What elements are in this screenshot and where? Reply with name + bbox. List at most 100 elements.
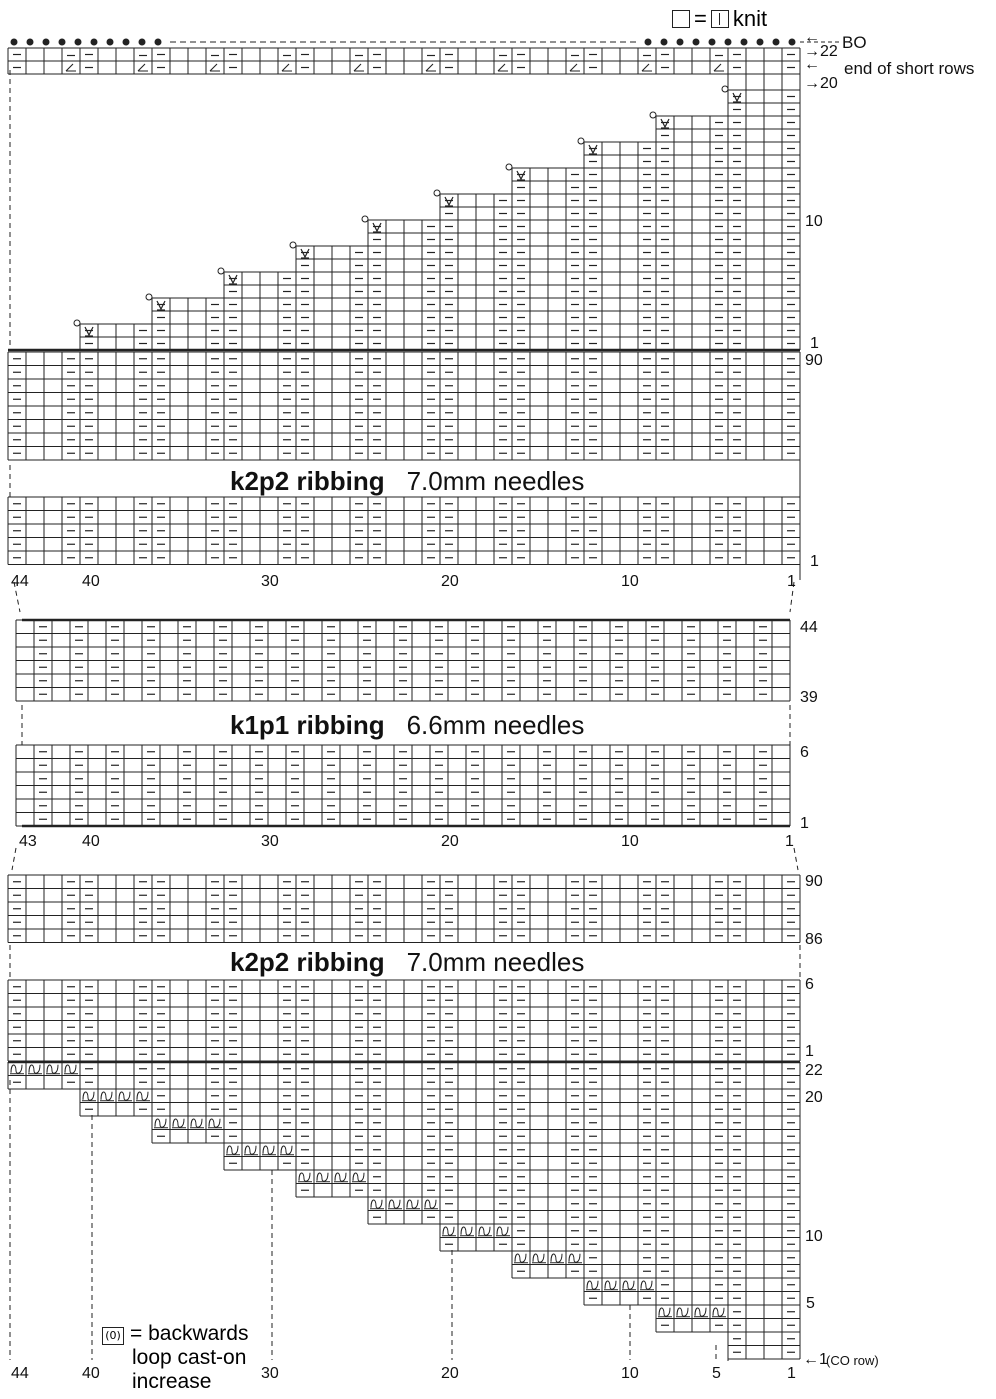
yarnover-circle-icon [721, 85, 729, 93]
col-number-10-b: 10 [621, 833, 639, 850]
yarnover-circle-icon [505, 163, 513, 171]
row-number-lower-6: 6 [805, 976, 814, 993]
slip-stitch-v-icon [156, 300, 166, 311]
backwards-loop-icon [550, 1253, 563, 1263]
row-number-k1p1-44: 44 [800, 619, 818, 636]
loop-legend: (0) = backwards loop cast-on increase [102, 1322, 248, 1394]
section-name: k2p2 ribbing [230, 466, 385, 496]
row-22-top-label: →22 [804, 43, 838, 60]
backwards-loop-icon [28, 1064, 41, 1074]
yarnover-circle-icon [217, 267, 225, 275]
bind-off-dot [106, 38, 114, 46]
yarnover-circle-icon [289, 241, 297, 249]
row-number-k1p1-6: 6 [800, 744, 809, 761]
bind-off-dot [90, 38, 98, 46]
col-number-5-c: 5 [712, 1365, 721, 1382]
col-number-44-a: 44 [11, 573, 29, 590]
knit-bar-symbol-icon [710, 10, 729, 28]
row-number-body-1: 1 [810, 553, 819, 570]
row-number-lower-1: 1 [805, 1043, 814, 1060]
knit-blank-symbol-icon [672, 10, 690, 28]
legend-equals: = [694, 6, 707, 31]
backwards-loop-icon [316, 1172, 329, 1182]
backwards-loop-icon [712, 1307, 725, 1317]
co-row-label: (CO row) [826, 1353, 879, 1368]
col-number-10-a: 10 [621, 573, 639, 590]
col-number-30-a: 30 [261, 573, 279, 590]
bind-off-dot [644, 38, 652, 46]
bind-off-dot [772, 38, 780, 46]
k2tog-mark [209, 63, 220, 72]
slip-stitch-v-icon [732, 92, 742, 103]
k2tog-mark [641, 63, 652, 72]
bind-off-dot [74, 38, 82, 46]
section-name: k2p2 ribbing [230, 947, 385, 977]
row-number-lower-86: 86 [805, 931, 823, 948]
backwards-loop-symbol-icon: (0) [102, 1327, 124, 1345]
backwards-loop-icon [334, 1172, 347, 1182]
backwards-loop-icon [100, 1091, 113, 1101]
row-number-inc-5: 5 [806, 1295, 815, 1312]
yarnover-circle-icon [649, 111, 657, 119]
end-short-rows-label: end of short rows [844, 59, 975, 78]
backwards-loop-icon [694, 1307, 707, 1317]
col-number-20-a: 20 [441, 573, 459, 590]
section-name: k1p1 ribbing [230, 710, 385, 740]
col-number-44-c: 44 [11, 1365, 29, 1382]
bind-off-dot [10, 38, 18, 46]
yarnover-circle-icon [361, 215, 369, 223]
bind-off-dot [692, 38, 700, 46]
bind-off-dot [122, 38, 130, 46]
backwards-loop-icon [586, 1280, 599, 1290]
backwards-loop-icon [154, 1118, 167, 1128]
yarnover-circle-icon [145, 293, 153, 301]
slip-stitch-v-icon [516, 170, 526, 181]
row-number-lower-90: 90 [805, 873, 823, 890]
bind-off-dot [138, 38, 146, 46]
bo-label: BO [842, 33, 867, 52]
k2tog-mark [713, 63, 724, 72]
knit-legend: = knit [668, 6, 767, 32]
left-dashed-guide [11, 847, 17, 871]
k2tog-mark [65, 63, 76, 72]
bind-off-dot [154, 38, 162, 46]
section-label-k1p1: k1p1 ribbing 6.6mm needles [230, 710, 584, 741]
slip-stitch-v-icon [660, 118, 670, 129]
arrow-left-short-rows: ← [804, 56, 820, 73]
row-number-inc-10: 10 [805, 1228, 823, 1245]
section-label-lower-k2p2: k2p2 ribbing 7.0mm needles [230, 947, 584, 978]
backwards-loop-icon [208, 1118, 221, 1128]
backwards-loop-icon [262, 1145, 275, 1155]
backwards-loop-icon [442, 1226, 455, 1236]
col-number-1-b: 1 [785, 833, 794, 850]
row-20-top-label: →20 [804, 75, 838, 92]
bind-off-dot [26, 38, 34, 46]
row-number-k1p1-39: 39 [800, 689, 818, 706]
backwards-loop-icon [118, 1091, 131, 1101]
slip-stitch-v-icon [588, 144, 598, 155]
backwards-loop-icon [658, 1307, 671, 1317]
yarnover-circle-icon [433, 189, 441, 197]
slip-stitch-v-icon [228, 274, 238, 285]
section-needles: 7.0mm needles [406, 947, 585, 977]
backwards-loop-icon [64, 1064, 77, 1074]
row-number-inc-22: 22 [805, 1062, 823, 1079]
knit-label: knit [732, 6, 768, 31]
bind-off-dot [708, 38, 716, 46]
backwards-loop-icon [10, 1064, 23, 1074]
arrow-left-bo: ← [804, 29, 820, 46]
slip-stitch-v-icon [300, 248, 310, 259]
k2tog-mark [353, 63, 364, 72]
slip-stitch-v-icon [444, 196, 454, 207]
k2tog-mark [281, 63, 292, 72]
col-number-40-a: 40 [82, 573, 100, 590]
col-number-40-c: 40 [82, 1365, 100, 1382]
bind-off-dot [788, 38, 796, 46]
loop-legend-line2: loop cast-on [132, 1346, 247, 1369]
row-number-inc-20: 20 [805, 1089, 823, 1106]
section-needles: 6.6mm needles [406, 710, 585, 740]
backwards-loop-icon [46, 1064, 59, 1074]
col-number-20-b: 20 [441, 833, 459, 850]
backwards-loop-icon [478, 1226, 491, 1236]
